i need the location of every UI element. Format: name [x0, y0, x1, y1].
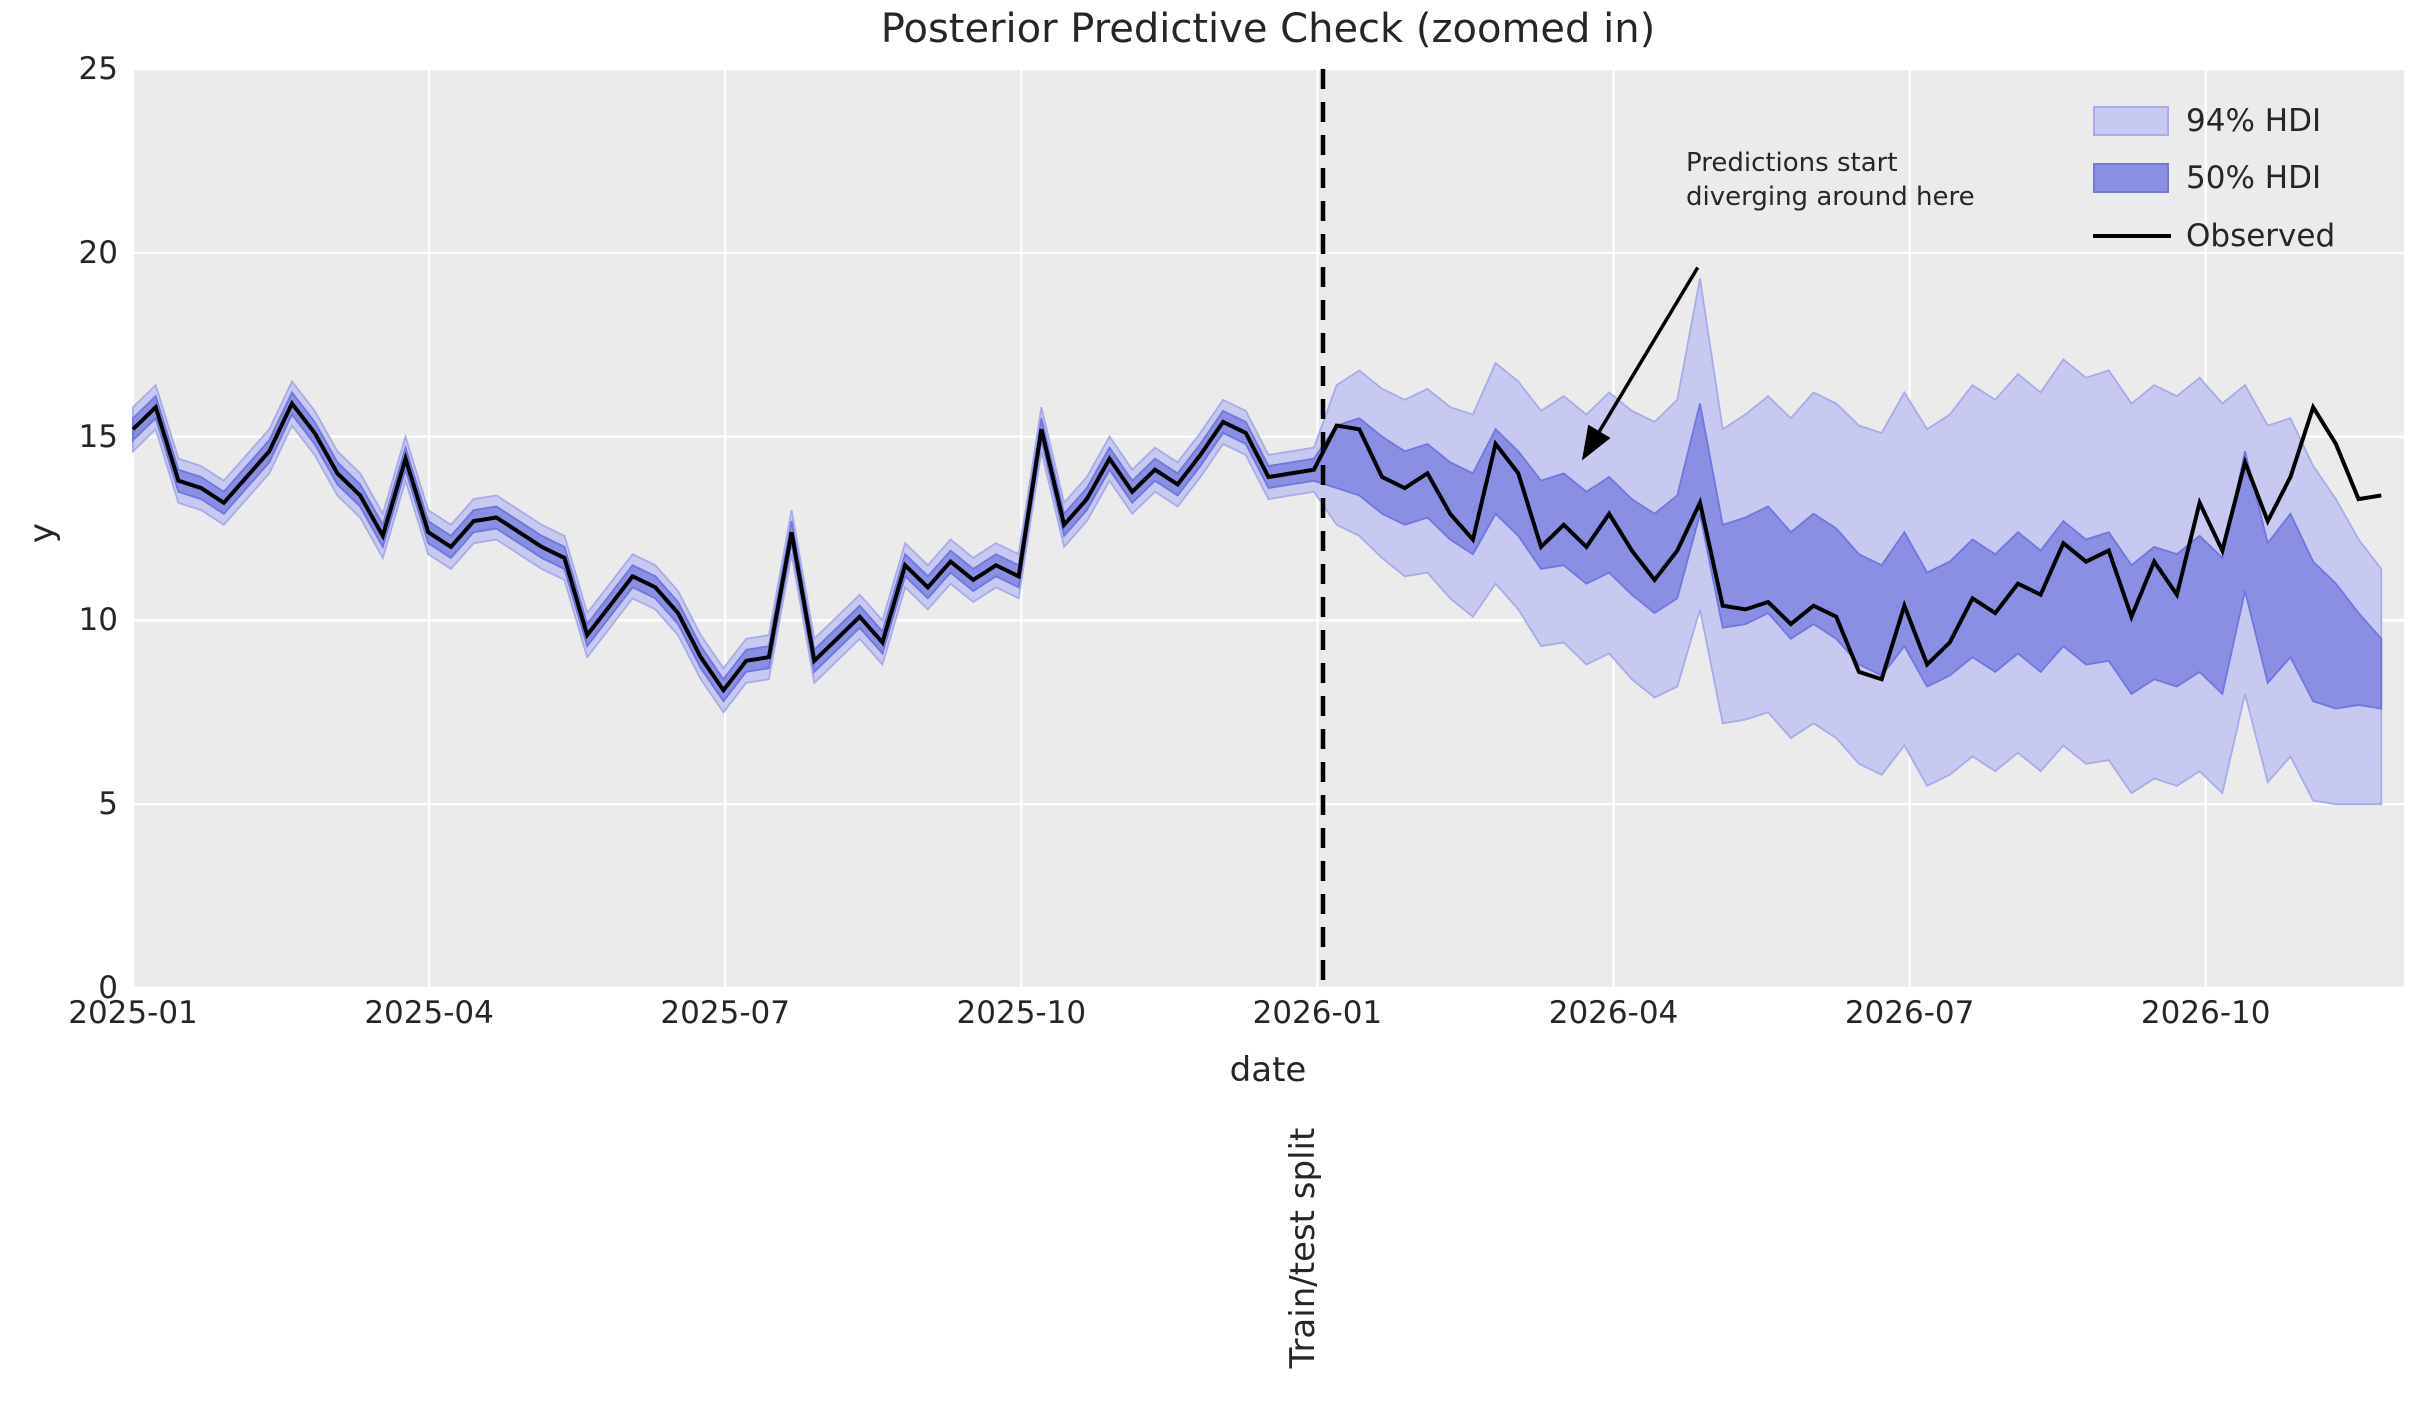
legend-line-observed: [2093, 234, 2171, 238]
legend-swatch-94-hdi: [2093, 106, 2169, 136]
x-tick-label: 2025-10: [956, 995, 1087, 1031]
x-tick-label: 2026-04: [1548, 995, 1679, 1031]
y-tick-label: 15: [78, 418, 118, 455]
train-test-split-label: Train/test split: [1283, 1127, 1323, 1369]
hdi-94-band: [132, 278, 2383, 806]
y-tick-label: 25: [78, 51, 118, 87]
annotation-line-2: diverging around here: [1686, 182, 1975, 213]
y-tick-label: 5: [98, 786, 118, 823]
legend-swatch-50-hdi: [2093, 163, 2169, 193]
legend-label-94-hdi: 94% HDI: [2186, 103, 2322, 139]
x-tick-label: 2025-04: [364, 995, 494, 1031]
annotation-text: Predictions start diverging around here: [1686, 146, 1975, 215]
annotation-arrow-head: [1581, 424, 1611, 461]
y-axis-label: y: [22, 522, 62, 544]
x-axis-label: date: [1229, 1050, 1307, 1090]
legend-label-50-hdi: 50% HDI: [2186, 160, 2322, 196]
y-tick-label: 0: [98, 970, 118, 1006]
x-tick-label: 2025-01: [68, 995, 198, 1031]
observed-line: [131, 399, 2382, 694]
annotation-arrow-shaft: [1597, 266, 1700, 433]
x-tick-label: 2026-10: [2140, 995, 2271, 1031]
legend-label-observed: Observed: [2186, 218, 2336, 254]
y-tick-label: 10: [78, 602, 118, 639]
y-tick-label: 20: [78, 234, 118, 271]
x-tick-label: 2026-07: [1844, 995, 1975, 1031]
x-tick-label: 2025-07: [660, 995, 790, 1031]
annotation-line-1: Predictions start: [1686, 148, 1898, 178]
x-tick-label: 2026-01: [1252, 995, 1383, 1031]
page-title: Posterior Predictive Check (zoomed in): [880, 6, 1656, 52]
